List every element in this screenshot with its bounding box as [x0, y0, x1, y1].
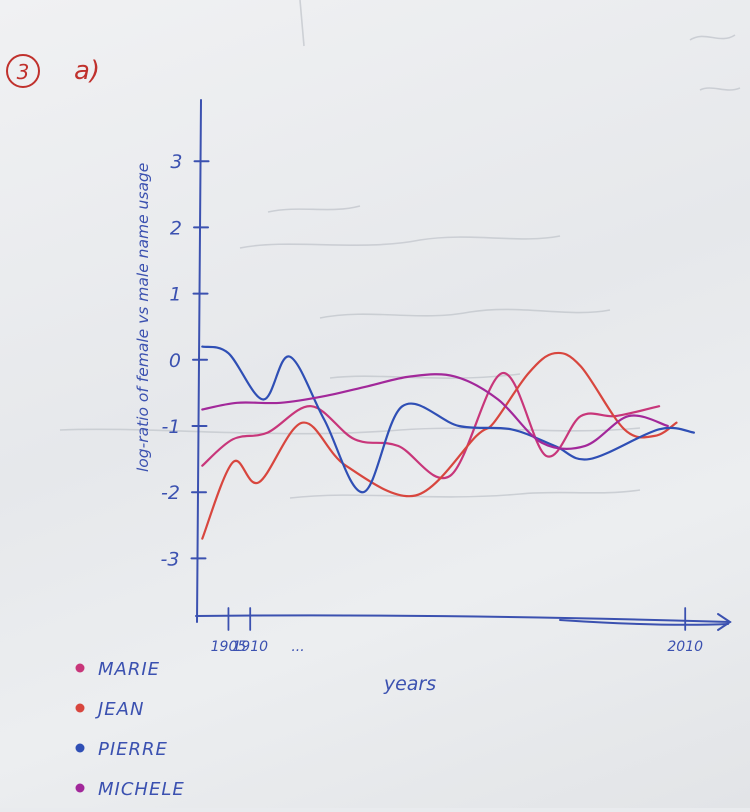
legend-label-pierre: PIERRE: [98, 739, 168, 760]
y-ticks: 3 2 1 0 -1 -2 -3: [161, 151, 210, 570]
y-tick-label: 3: [170, 151, 182, 173]
y-tick-label: 2: [170, 217, 182, 239]
legend: MARIE JEAN PIERRE MICHELE: [75, 659, 185, 800]
x-axis-line: [195, 614, 731, 623]
legend-label-marie: MARIE: [98, 659, 160, 680]
legend-label-jean: JEAN: [95, 699, 144, 720]
y-tick-label: 0: [169, 350, 181, 372]
legend-label-michele: MICHELE: [98, 779, 185, 800]
question-number: 3: [17, 60, 30, 84]
x-tick-label: 2010: [667, 639, 703, 655]
series-line-jean: [201, 351, 678, 540]
paper-bleed-through: [59, 0, 741, 499]
legend-marker-jean: [75, 703, 85, 713]
x-tick-label: ...: [291, 639, 304, 655]
y-tick-label: 1: [169, 284, 181, 306]
x-axis-label: years: [383, 673, 436, 695]
series-lines: [201, 345, 695, 540]
x-tick-label: 1905: [211, 639, 247, 655]
y-tick-label: -1: [162, 416, 181, 438]
y-axis-line: [196, 99, 202, 623]
y-tick-label: -2: [161, 482, 180, 504]
question-heading: 3 a): [6, 54, 100, 88]
x-tick-label: 1910: [232, 639, 268, 655]
series-line-marie: [201, 372, 661, 480]
question-number-circle: [6, 54, 40, 88]
legend-marker-michele: [75, 783, 85, 793]
y-tick-label: -3: [161, 548, 180, 570]
legend-marker-pierre: [75, 743, 85, 753]
y-axis-label: log-ratio of female vs male name usage: [134, 163, 152, 472]
x-axis-double-stroke: [559, 619, 729, 626]
series-line-michele: [201, 373, 669, 450]
series-line-pierre: [201, 345, 695, 494]
x-axis-arrow: [717, 613, 732, 631]
legend-marker-marie: [75, 663, 85, 673]
question-part: a): [74, 56, 100, 86]
axes: [195, 99, 732, 631]
